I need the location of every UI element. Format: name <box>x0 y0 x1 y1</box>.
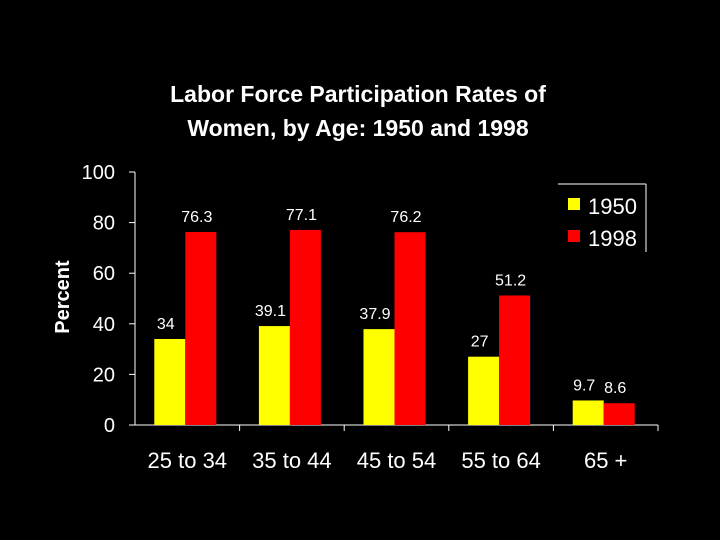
y-tick-label: 60 <box>93 263 115 285</box>
x-category-label: 55 to 64 <box>461 448 541 473</box>
bar-1998 <box>603 403 635 425</box>
chart-title-line-1: Labor Force Participation Rates of <box>170 81 546 107</box>
data-label-1950: 27 <box>471 334 489 351</box>
bar-1998 <box>394 232 426 425</box>
data-label-1998: 51.2 <box>495 272 526 289</box>
y-axis-label: Percent <box>52 260 74 334</box>
data-label-1998: 77.1 <box>286 207 317 224</box>
data-label-1950: 34 <box>157 316 175 333</box>
data-label-1998: 8.6 <box>604 380 626 397</box>
x-category-label: 35 to 44 <box>252 448 332 473</box>
x-category-label: 65 + <box>584 448 627 473</box>
bar-1950 <box>363 329 395 425</box>
bar-1950 <box>572 400 604 425</box>
x-category-label: 45 to 54 <box>357 448 437 473</box>
legend-label-1998: 1998 <box>588 226 637 251</box>
bar-1998 <box>289 229 321 425</box>
y-tick-label: 0 <box>104 415 115 437</box>
legend-swatch-1998 <box>568 230 580 242</box>
data-label-1998: 76.3 <box>181 209 212 226</box>
legend: 1950 1998 <box>558 183 647 252</box>
bar-1950 <box>258 326 290 425</box>
bar-1950 <box>468 356 500 425</box>
y-tick-label: 20 <box>93 364 115 386</box>
bar-1998 <box>185 231 217 425</box>
y-tick-label: 100 <box>82 162 115 184</box>
legend-label-1950: 1950 <box>588 194 637 219</box>
chart-title-line-2: Women, by Age: 1950 and 1998 <box>187 115 529 141</box>
bar-1950 <box>154 338 186 425</box>
data-label-1950: 39.1 <box>255 303 286 320</box>
data-label-1950: 9.7 <box>573 377 595 394</box>
legend-swatch-1950 <box>568 198 580 210</box>
bars: 34 76.3 39.1 77.1 37.9 76.2 27 51.2 9.7 8.6 <box>154 207 635 425</box>
x-category-label: 25 to 34 <box>148 448 228 473</box>
bar-1998 <box>499 295 531 425</box>
data-label-1998: 76.2 <box>390 209 421 226</box>
y-tick-label: 40 <box>93 314 115 336</box>
y-tick-label: 80 <box>93 213 115 235</box>
axes: 0 20 40 60 80 100 25 to 34 35 to 44 45 to 54 55 t… <box>82 162 659 473</box>
data-label-1950: 37.9 <box>359 306 390 323</box>
